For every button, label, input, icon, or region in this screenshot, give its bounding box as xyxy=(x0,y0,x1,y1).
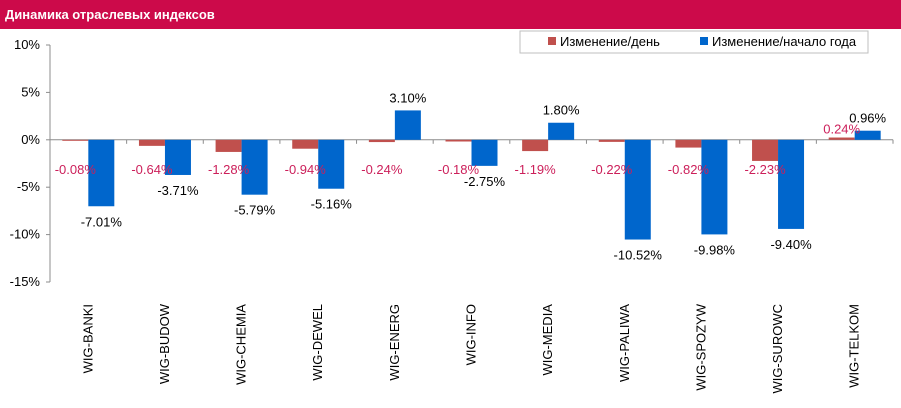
y-tick-label: 5% xyxy=(21,84,40,99)
y-tick-label: 10% xyxy=(14,37,40,52)
chart-title: Динамика отраслевых индексов xyxy=(0,0,901,29)
x-category-label: WIG-TELKOM xyxy=(847,304,862,388)
label-day-wig-media: -1.19% xyxy=(515,162,557,177)
y-tick-label: -15% xyxy=(10,274,41,289)
x-category-label: WIG-INFO xyxy=(464,304,479,365)
x-category-label: WIG-PALIWA xyxy=(617,304,632,382)
y-tick-label: -5% xyxy=(17,179,41,194)
bar-ytd-wig-budow xyxy=(164,139,191,175)
bar-day-wig-paliwa xyxy=(598,139,625,142)
bar-ytd-wig-energ xyxy=(394,110,421,140)
bar-day-wig-chemia xyxy=(215,139,242,152)
label-ytd-wig-banki: -7.01% xyxy=(81,214,123,229)
bar-ytd-wig-dewel xyxy=(318,139,345,189)
bar-day-wig-banki xyxy=(62,139,89,141)
label-day-wig-dewel: -0.94% xyxy=(285,162,327,177)
label-day-wig-surowc: -2.23% xyxy=(744,162,786,177)
x-category-label: WIG-BANKI xyxy=(80,304,95,373)
label-day-wig-info: -0.18% xyxy=(438,162,480,177)
x-category-label: WIG-MEDIA xyxy=(540,304,555,376)
label-ytd-wig-surowc: -9.40% xyxy=(770,237,812,252)
bar-ytd-wig-telkom xyxy=(854,130,881,140)
axes: 10% 5% 0% -5% -10% -15% WIG-BANKI WIG-BUDOW WIG-… xyxy=(10,37,894,394)
label-day-wig-spozyw: -0.82% xyxy=(668,162,710,177)
label-day-wig-chemia: -1.28% xyxy=(208,162,250,177)
label-ytd-wig-telkom: 0.96% xyxy=(849,111,886,126)
bar-day-wig-dewel xyxy=(292,139,319,149)
bar-ytd-wig-info xyxy=(471,139,498,166)
label-ytd-wig-budow: -3.71% xyxy=(157,183,199,198)
legend-box xyxy=(519,30,869,54)
label-ytd-wig-chemia: -5.79% xyxy=(234,203,276,218)
y-tick-label: 0% xyxy=(21,132,40,147)
bar-ytd-wig-paliwa xyxy=(624,139,651,240)
x-category-label: WIG-SPOZYW xyxy=(693,303,708,390)
x-category-label: WIG-CHEMIA xyxy=(234,304,249,385)
legend: Изменение/день Изменение/начало года xyxy=(519,30,869,54)
bar-ytd-wig-banki xyxy=(88,139,115,207)
label-ytd-wig-dewel: -5.16% xyxy=(311,197,353,212)
bar-day-wig-media xyxy=(522,139,549,152)
label-ytd-wig-info: -2.75% xyxy=(464,174,506,189)
bar-ytd-wig-media xyxy=(548,122,575,140)
legend-swatch-ytd xyxy=(700,37,708,45)
label-day-wig-energ: -0.24% xyxy=(361,162,403,177)
x-category-label: WIG-ENERG xyxy=(387,304,402,381)
bar-day-wig-surowc xyxy=(752,139,779,161)
label-day-wig-paliwa: -0.22% xyxy=(591,162,633,177)
bar-ytd-wig-surowc xyxy=(778,139,805,229)
label-ytd-wig-paliwa: -10.52% xyxy=(614,248,663,263)
x-category-label: WIG-SUROWC xyxy=(770,304,785,394)
bar-day-wig-info xyxy=(445,139,472,142)
legend-swatch-day xyxy=(548,37,556,45)
label-day-wig-budow: -0.64% xyxy=(131,162,173,177)
bars xyxy=(62,110,881,240)
x-category-label: WIG-BUDOW xyxy=(157,303,172,384)
data-labels: -0.08% -7.01% -0.64% -3.71% -1.28% -5.79% -0.9… xyxy=(55,90,887,262)
bar-day-wig-budow xyxy=(138,139,165,146)
label-ytd-wig-energ: 3.10% xyxy=(389,90,426,105)
y-tick-label: -10% xyxy=(10,227,41,242)
label-ytd-wig-media: 1.80% xyxy=(543,103,580,118)
legend-label-day: Изменение/день xyxy=(560,34,660,49)
x-category-label: WIG-DEWEL xyxy=(310,304,325,381)
bar-day-wig-spozyw xyxy=(675,139,702,148)
label-ytd-wig-spozyw: -9.98% xyxy=(694,242,736,257)
bar-day-wig-telkom xyxy=(828,137,855,140)
bar-ytd-wig-spozyw xyxy=(701,139,728,235)
bar-day-wig-energ xyxy=(368,139,395,143)
label-day-wig-telkom: 0.24% xyxy=(823,122,860,137)
label-day-wig-banki: -0.08% xyxy=(55,162,97,177)
bar-ytd-wig-chemia xyxy=(241,139,268,195)
legend-label-ytd: Изменение/начало года xyxy=(712,34,857,49)
